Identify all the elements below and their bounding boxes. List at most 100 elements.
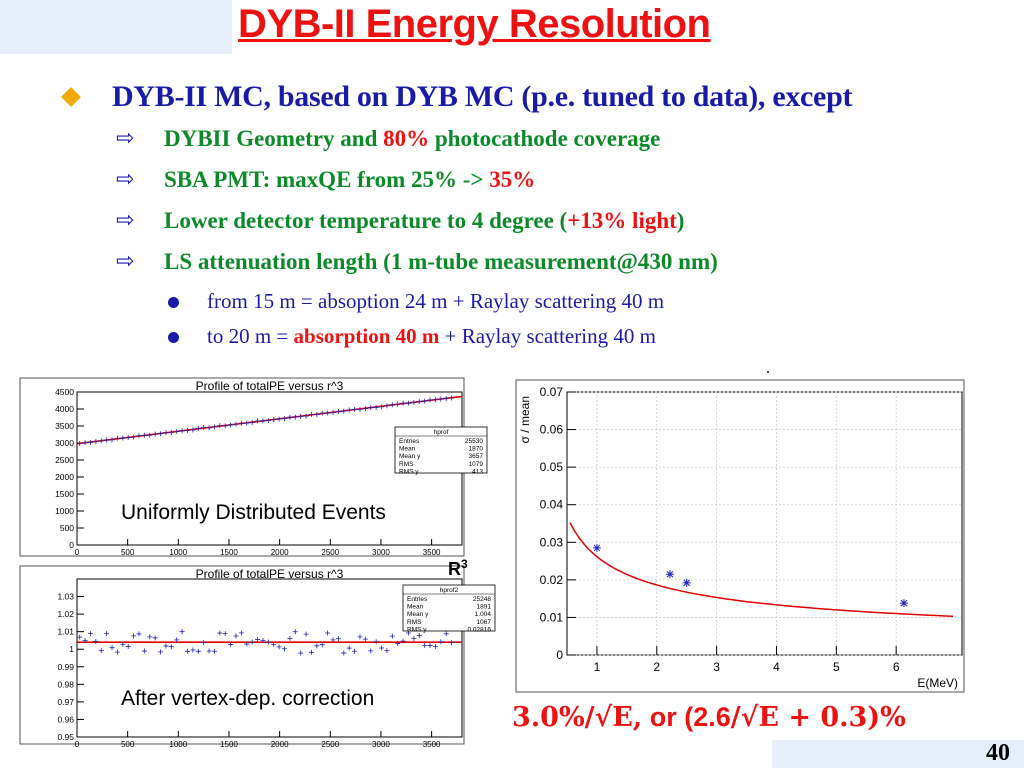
profile-point	[287, 414, 293, 420]
profile-point	[373, 404, 379, 410]
data-point	[682, 578, 691, 587]
formula-part2: /√E + 0.3)%	[730, 702, 906, 733]
profile-point	[271, 416, 277, 422]
stats-label: RMS	[407, 619, 422, 626]
y-tick-label: 1.01	[57, 627, 74, 637]
profile-point	[395, 401, 401, 407]
y-tick-label: 0.07	[540, 385, 564, 399]
profile-point	[325, 630, 331, 636]
profile-point	[120, 641, 126, 647]
x-tick-label: 500	[121, 740, 135, 749]
profile-point	[238, 420, 244, 426]
profile-point	[427, 397, 433, 403]
x-tick-label: 2500	[321, 548, 339, 557]
profile-point	[255, 418, 261, 424]
profile-point	[93, 638, 99, 644]
profile-point	[303, 631, 309, 637]
y-tick-label: 0.99	[57, 662, 74, 672]
profile-point	[104, 437, 110, 443]
label-vertex-correction: After vertex-dep. correction	[119, 686, 377, 712]
bullet-attenuation: LS attenuation length (1 m-tube measurem…	[164, 249, 718, 275]
profile-point	[211, 424, 217, 430]
profile-point	[190, 647, 196, 653]
profile-point	[427, 643, 433, 649]
profile-point	[449, 395, 455, 401]
bullet-pmt: SBA PMT: maxQE from 25% -> 35%	[164, 167, 535, 193]
title-background	[0, 0, 232, 54]
bullet-text: Lower detector temperature to 4 degree (	[164, 208, 568, 233]
profile-point	[249, 639, 255, 645]
profile-point	[238, 630, 244, 636]
profile-point	[438, 396, 444, 402]
profile-point	[109, 645, 115, 651]
profile-point	[282, 416, 288, 422]
y-tick-label: 1.02	[57, 609, 74, 619]
profile-point	[276, 416, 282, 422]
profile-point	[260, 418, 266, 424]
profile-point	[109, 437, 115, 443]
y-tick-label: 0.06	[540, 423, 564, 437]
stats-name: hprof	[434, 429, 449, 436]
x-tick-label: 6	[893, 660, 900, 674]
x-tick-label: 1000	[169, 740, 187, 749]
formula-part1: 3.0%/√E,	[512, 702, 643, 733]
bullet-text: LS attenuation length (1 m-tube measurem…	[164, 249, 718, 274]
bullet-text: DYBII Geometry and	[164, 126, 384, 151]
profile-point	[163, 643, 169, 649]
profile-point	[389, 633, 395, 639]
y-tick-label: 4500	[55, 387, 74, 397]
profile-point	[325, 410, 331, 416]
y-tick-label: 0	[556, 648, 563, 662]
stats-box	[394, 426, 488, 474]
profile-point	[222, 631, 228, 637]
x-tick-label: 3500	[423, 740, 441, 749]
dot-mark: .	[766, 360, 770, 377]
arrow-bullet-icon: ⇨	[116, 167, 135, 192]
profile-point	[292, 414, 298, 420]
dot-bullet-icon	[168, 332, 179, 343]
profile-point	[314, 412, 320, 418]
profile-point	[395, 640, 401, 646]
profile-point	[373, 639, 379, 645]
profile-point	[179, 428, 185, 434]
profile-point	[341, 650, 347, 656]
profile-point	[147, 634, 153, 640]
x-tick-label: 4	[773, 660, 780, 674]
stats-label: RMS y	[399, 468, 419, 475]
y-tick-label: 0.97	[57, 697, 74, 707]
profile-point	[104, 631, 110, 637]
bullet-text: photocathode coverage	[429, 126, 661, 151]
stats-label: RMS y	[407, 626, 427, 633]
profile-point	[87, 439, 93, 445]
profile-point	[131, 434, 137, 440]
profile-point	[368, 648, 374, 654]
profile-point	[335, 408, 341, 414]
bullet-temperature: Lower detector temperature to 4 degree (…	[164, 208, 684, 234]
profile-point	[389, 402, 395, 408]
y-tick-label: 3500	[55, 421, 74, 431]
x-tick-label: 2	[653, 660, 660, 674]
profile-point	[206, 648, 212, 654]
chart-title: Profile of totalPE versus r^3	[196, 379, 344, 393]
bullet-geometry: DYBII Geometry and 80% photocathode cove…	[164, 126, 660, 152]
y-tick-label: 0.01	[540, 610, 564, 624]
profile-point	[330, 410, 336, 416]
stats-value: 0.02816	[468, 626, 492, 633]
stats-label: Mean y	[399, 453, 421, 460]
slide-title: DYB-II Energy Resolution	[238, 2, 711, 46]
x-tick-label: 2500	[321, 740, 339, 749]
stats-label: Mean	[407, 604, 424, 611]
bullet-highlight: +13% light	[567, 208, 677, 233]
bullet-text: SBA PMT: maxQE from 25% ->	[164, 167, 490, 192]
y-tick-label: 3000	[55, 438, 74, 448]
profile-point	[82, 638, 88, 644]
profile-point	[249, 420, 255, 426]
profile-point	[303, 413, 309, 419]
profile-point	[87, 631, 93, 637]
profile-point	[98, 438, 104, 444]
stats-box	[402, 584, 496, 632]
profile-point	[319, 642, 325, 648]
profile-point	[168, 430, 174, 436]
profile-point	[384, 648, 390, 654]
